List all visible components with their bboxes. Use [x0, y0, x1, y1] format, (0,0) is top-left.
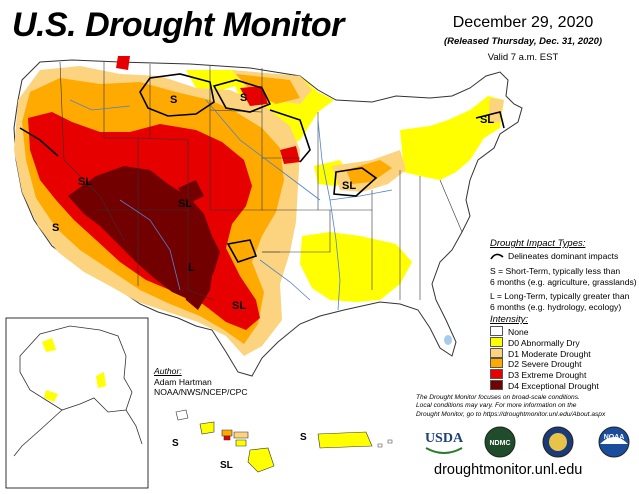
- swatch-d0: [490, 336, 503, 347]
- map-label-s-northdakota: S: [240, 92, 248, 104]
- intensity-row-d0: D0 Abnormally Dry: [490, 336, 599, 348]
- note-line1: The Drought Monitor focuses on broad-sca…: [416, 394, 580, 401]
- intensity-row-none: None: [490, 326, 599, 337]
- map-label-sl-indiana: SL: [342, 180, 357, 192]
- swatch-none: [490, 326, 503, 336]
- map-label-s-hawaii: S: [172, 438, 179, 449]
- usda-logo: USDA: [425, 431, 464, 454]
- noaa-logo: NOAA: [598, 426, 630, 458]
- intensity-row-d3: D3 Extreme Drought: [490, 369, 599, 380]
- author-label: Author:: [154, 366, 182, 376]
- intensity-label: D1 Moderate Drought: [508, 348, 591, 359]
- map-label-sl-colorado: SL: [178, 198, 193, 210]
- intensity-label: D0 Abnormally Dry: [508, 337, 580, 348]
- ndmc-logo-text: NDMC: [490, 440, 511, 447]
- long-term-line1: L = Long-Term, typically greater than: [490, 291, 630, 301]
- intensity-label: None: [508, 327, 529, 337]
- map-label-s-montana: S: [170, 94, 178, 106]
- swatch-d2: [490, 358, 503, 369]
- map-label-s-puertorico: S: [300, 432, 307, 443]
- map-label-l-southwest: L: [188, 262, 195, 274]
- footer-url[interactable]: droughtmonitor.unl.edu: [434, 462, 583, 478]
- swatch-d4: [490, 379, 503, 390]
- map-label-sl-texas: SL: [232, 300, 247, 312]
- short-term-line2: 6 months (e.g. agriculture, grasslands): [490, 277, 637, 287]
- d4-areas: [68, 166, 220, 310]
- florida-lake: [444, 335, 452, 345]
- noaa-logo-text: NOAA: [604, 434, 625, 441]
- note-line3: Drought Monitor, go to https://droughtmo…: [416, 410, 606, 418]
- intensity-label: D3 Extreme Drought: [508, 370, 587, 381]
- intensity-label: D2 Severe Drought: [508, 359, 582, 370]
- intensity-row-d4: D4 Exceptional Drought: [490, 379, 599, 391]
- valid-time: Valid 7 a.m. EST: [487, 52, 559, 63]
- map-label-s-california: S: [52, 222, 60, 234]
- intensity-legend: None D0 Abnormally Dry D1 Moderate Droug…: [490, 326, 599, 391]
- map-label-sl-hawaii: SL: [220, 460, 233, 471]
- state-borders: [59, 61, 463, 301]
- swatch-d3: [490, 369, 503, 380]
- intensity-row-d2: D2 Severe Drought: [490, 358, 599, 369]
- ndmc-logo: NDMC: [484, 426, 516, 458]
- commerce-logo: [542, 426, 574, 458]
- author-org: NOAA/NWS/NCEP/CPC: [154, 387, 248, 397]
- alaska-inset: [5, 317, 149, 489]
- author-block: Author: Adam Hartman NOAA/NWS/NCEP/CPC: [154, 366, 248, 398]
- author-name: Adam Hartman: [154, 376, 212, 387]
- report-date: December 29, 2020: [452, 14, 594, 31]
- intensity-heading: Intensity:: [490, 314, 529, 325]
- agency-logos: USDA NDMC NOAA: [425, 426, 630, 458]
- page-title: U.S. Drought Monitor: [12, 6, 344, 44]
- impact-line-symbol: [490, 253, 504, 260]
- intensity-row-d1: D1 Moderate Drought: [490, 347, 599, 359]
- info-note: The Drought Monitor focuses on broad-sca…: [416, 394, 632, 419]
- map-label-sl-newengland: SL: [480, 114, 495, 126]
- impact-delineates-text: Delineates dominant impacts: [508, 251, 619, 261]
- note-line2: Local conditions may vary. For more info…: [416, 402, 577, 410]
- hawaii: [175, 409, 275, 473]
- swatch-d1: [490, 347, 503, 358]
- intensity-label: D4 Exceptional Drought: [508, 380, 599, 391]
- short-term-line1: S = Short-Term, typically less than: [490, 266, 621, 276]
- impact-lines: [19, 73, 505, 263]
- release-date: (Released Thursday, Dec. 31, 2020): [443, 36, 603, 47]
- usda-logo-text: USDA: [425, 431, 464, 446]
- map-label-sl-west: SL: [78, 176, 93, 188]
- impact-types-heading: Drought Impact Types:: [490, 238, 586, 249]
- rivers: [69, 99, 393, 311]
- puerto-rico: [317, 431, 393, 449]
- long-term-line2: 6 months (e.g. hydrology, ecology): [490, 302, 622, 312]
